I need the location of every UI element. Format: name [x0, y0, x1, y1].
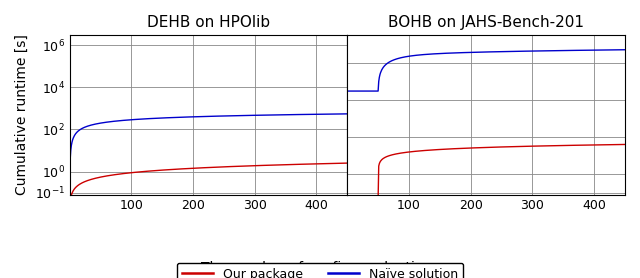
Title: DEHB on HPOlib: DEHB on HPOlib: [147, 15, 270, 30]
Title: BOHB on JAHS-Bench-201: BOHB on JAHS-Bench-201: [388, 15, 584, 30]
Text: The number of config. evaluations: The number of config. evaluations: [201, 261, 439, 275]
Legend: Our package, Naïve solution: Our package, Naïve solution: [177, 263, 463, 278]
Y-axis label: Cumulative runtime [s]: Cumulative runtime [s]: [15, 34, 29, 195]
